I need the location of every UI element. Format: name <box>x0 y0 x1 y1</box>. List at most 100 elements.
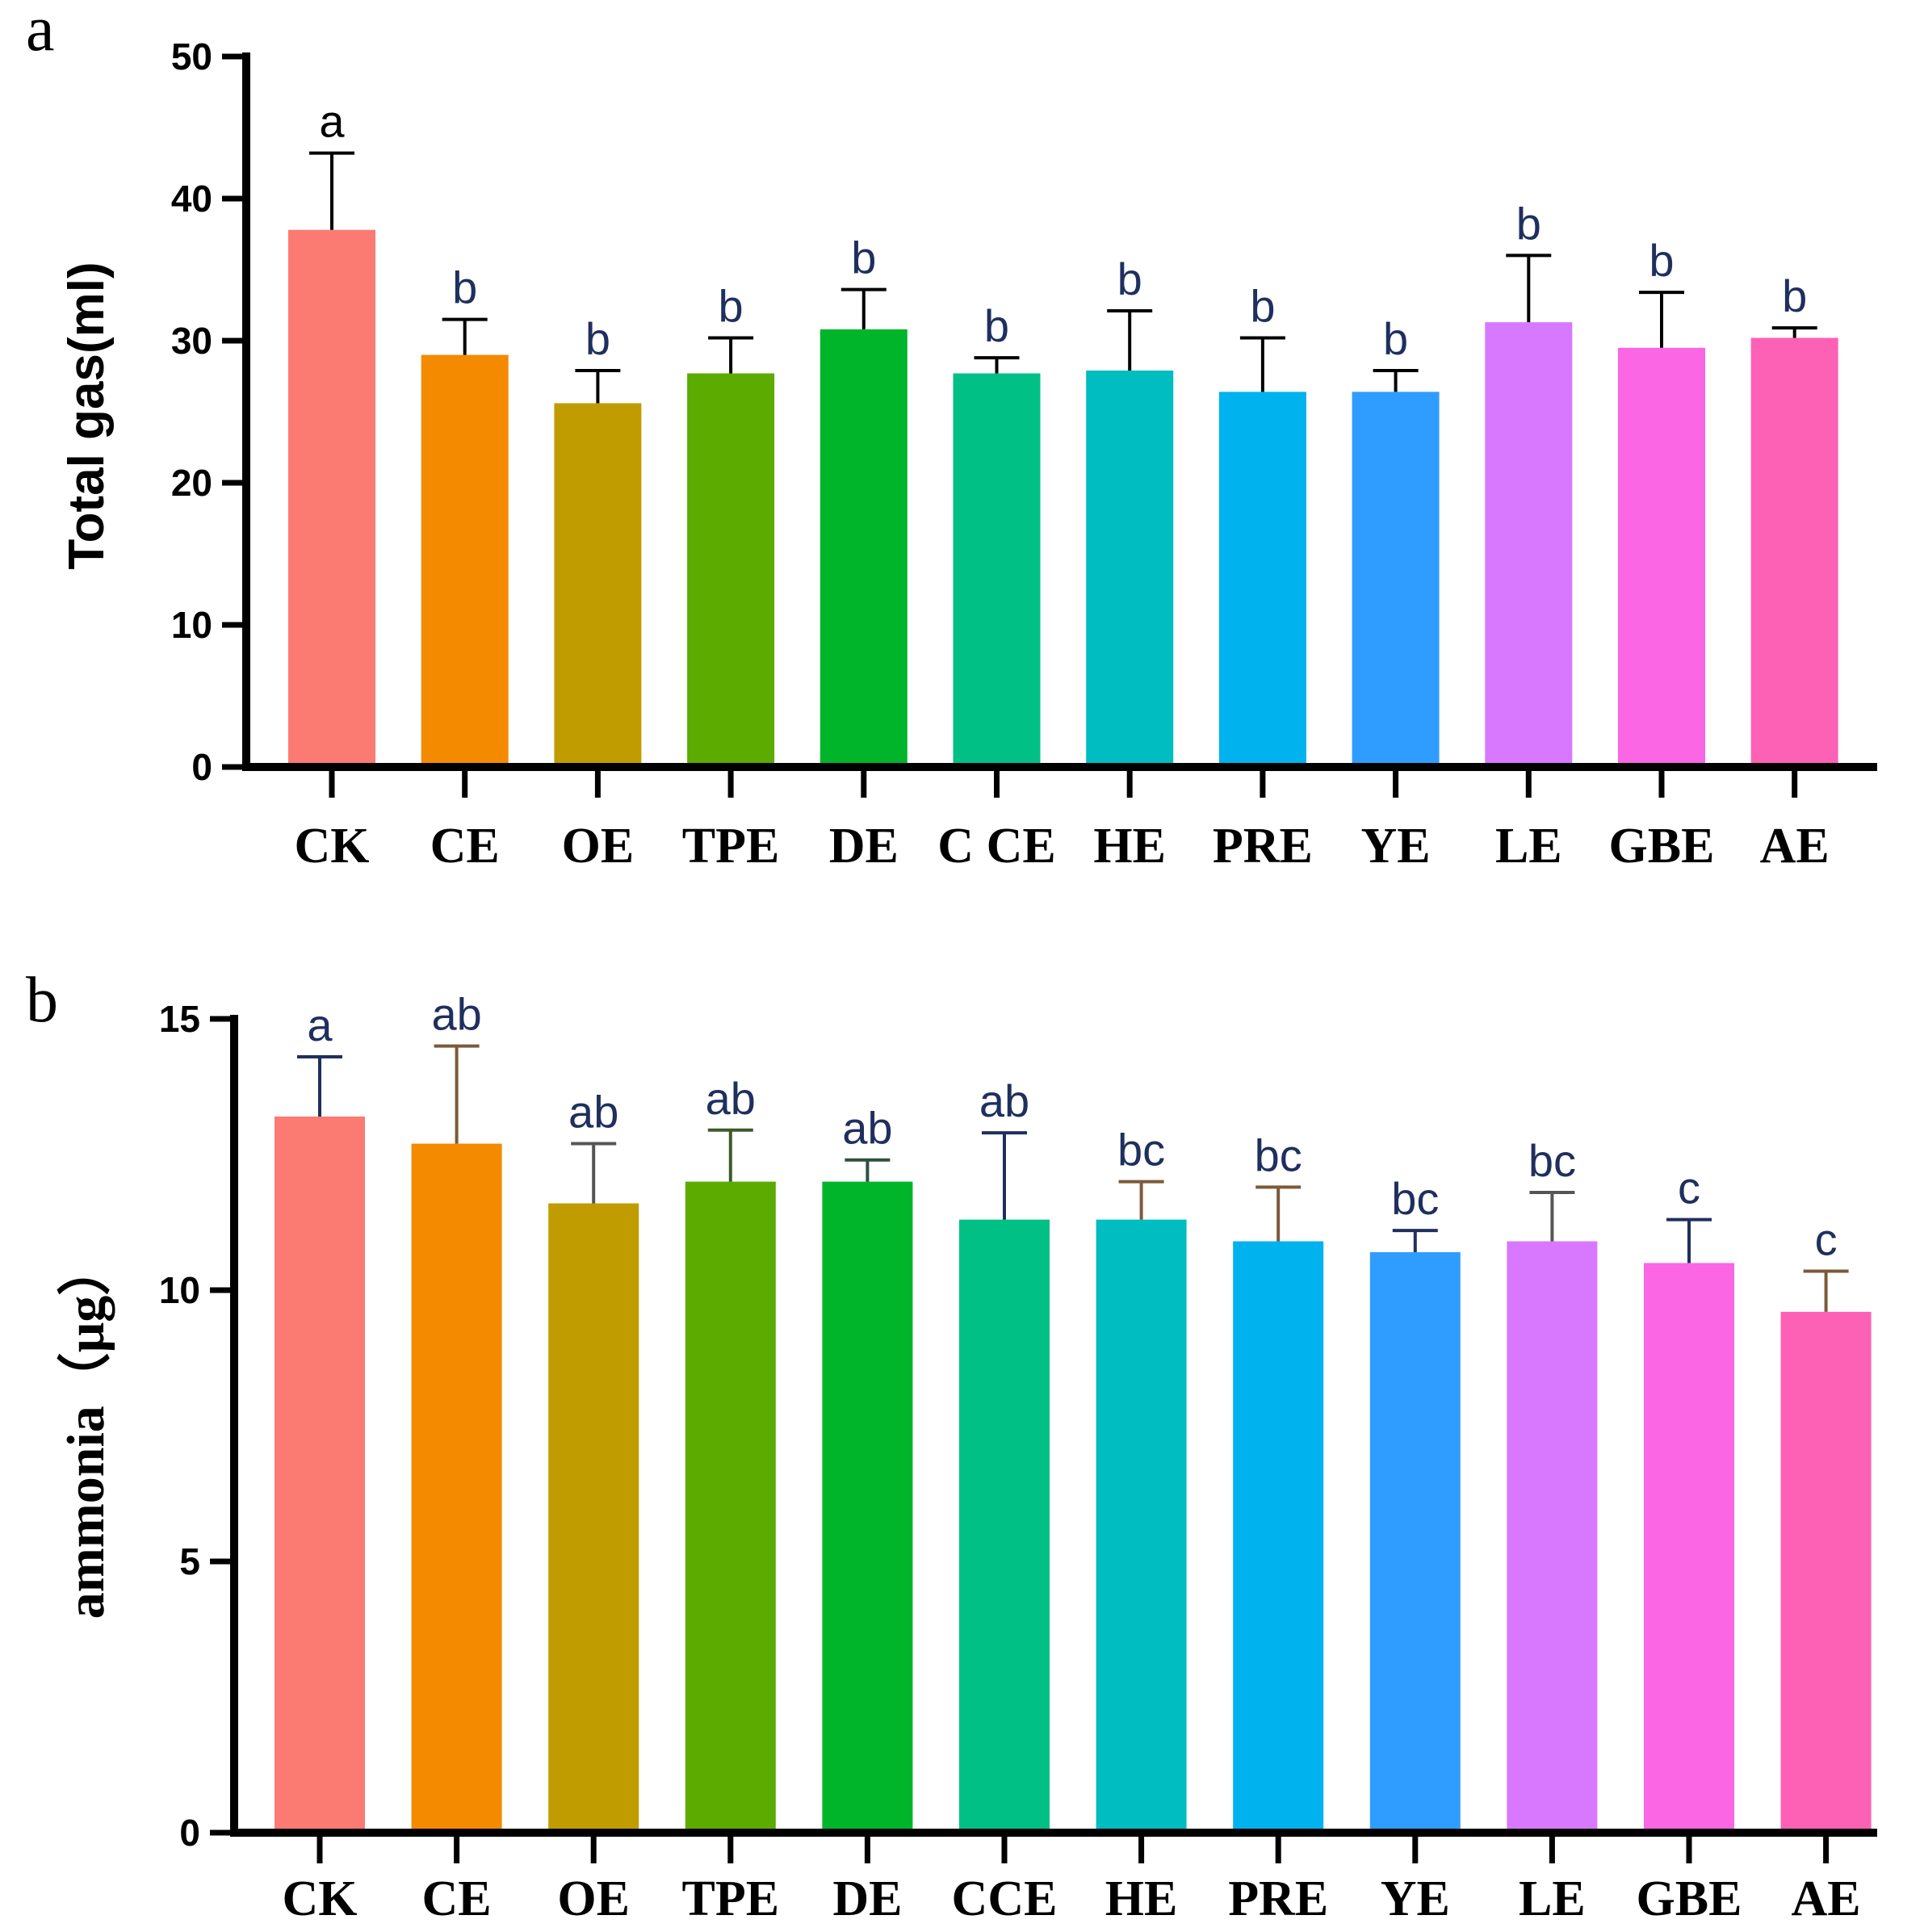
error-bar-le <box>1529 1191 1575 1242</box>
bar-oe <box>548 1203 639 1833</box>
significance-letter-ae: b <box>1782 270 1807 321</box>
x-tick-label-pre: PRE <box>1213 819 1313 874</box>
panel-b-y-axis-title: ammonia（μg） <box>56 1243 115 1619</box>
bar-he <box>1086 370 1174 767</box>
x-tick-label-ce: CE <box>430 819 500 874</box>
bar-ck <box>288 229 375 768</box>
significance-letter-he: b <box>1117 254 1142 304</box>
x-tick-label-ck: CK <box>295 819 370 874</box>
x-tick-label-ye: YE <box>1361 819 1431 874</box>
x-tick-label-gbe: GBE <box>1609 819 1715 874</box>
y-tick-label: 0 <box>191 746 212 788</box>
x-tick-label-ye: YE <box>1381 1871 1450 1926</box>
error-bar-ye <box>1373 368 1419 392</box>
error-bar-gbe <box>1639 291 1684 348</box>
significance-letter-ce: b <box>452 262 477 313</box>
significance-letter-oe: b <box>585 313 610 364</box>
significance-letter-gbe: b <box>1649 235 1674 286</box>
y-tick-label: 15 <box>159 998 200 1040</box>
significance-letter-pre: bc <box>1255 1129 1302 1180</box>
bar-pre <box>1218 392 1306 767</box>
x-tick-label-ae: AE <box>1760 819 1830 874</box>
x-tick-label-ck: CK <box>283 1871 358 1926</box>
bar-cce <box>953 373 1041 767</box>
error-bar-ck <box>297 1055 342 1117</box>
bar-cce <box>959 1219 1050 1833</box>
x-tick-label-oe: OE <box>557 1871 630 1926</box>
significance-letter-gbe: c <box>1678 1163 1700 1213</box>
significance-letter-le: b <box>1516 198 1541 249</box>
x-tick-label-cce: CCE <box>952 1871 1058 1926</box>
error-bar-he <box>1107 309 1153 371</box>
x-tick-label-he: HE <box>1093 819 1166 874</box>
x-tick-label-tpe: TPE <box>682 819 780 874</box>
error-bar-ck <box>309 151 354 230</box>
bar-gbe <box>1644 1263 1734 1833</box>
bar-gbe <box>1618 347 1705 767</box>
panel-b-label: b <box>26 965 58 1036</box>
bar-ce <box>421 354 509 767</box>
error-bar-cce <box>982 1131 1027 1220</box>
bar-ye <box>1369 1251 1461 1833</box>
x-tick-label-ce: CE <box>422 1871 492 1926</box>
error-bar-he <box>1118 1180 1164 1220</box>
bar-de <box>819 329 908 767</box>
bar-ce <box>411 1143 502 1833</box>
y-tick-label: 0 <box>179 1812 200 1854</box>
error-bar-le <box>1506 254 1552 323</box>
panel-a-y-axis-title: Total gas(ml) <box>59 262 115 569</box>
error-bar-tpe <box>707 1128 753 1182</box>
significance-letter-pre: b <box>1250 280 1275 331</box>
bar-tpe <box>685 1181 776 1833</box>
significance-letter-ae: c <box>1815 1213 1838 1264</box>
significance-letter-ck: a <box>319 96 345 147</box>
bar-ae <box>1750 337 1838 768</box>
x-tick-label-ae: AE <box>1792 1871 1861 1926</box>
significance-letter-cce: b <box>984 300 1009 351</box>
significance-letter-le: bc <box>1528 1135 1576 1186</box>
y-tick-label: 50 <box>171 36 212 78</box>
x-tick-label-de: DE <box>829 819 899 874</box>
panel-a-label: a <box>26 0 55 65</box>
y-tick-label: 40 <box>171 178 212 220</box>
y-tick-label: 20 <box>171 462 212 504</box>
error-bar-pre <box>1255 1185 1302 1242</box>
significance-letter-de: ab <box>842 1103 892 1154</box>
bar-le <box>1485 322 1573 767</box>
bar-de <box>822 1181 913 1833</box>
error-bar-ae <box>1803 1269 1849 1312</box>
significance-letter-ck: a <box>307 1000 333 1050</box>
x-tick-label-cce: C CE <box>937 819 1055 874</box>
error-bar-ye <box>1392 1229 1438 1252</box>
x-tick-label-oe: OE <box>562 819 635 874</box>
significance-letter-ye: b <box>1383 313 1408 364</box>
significance-letter-oe: ab <box>568 1087 618 1138</box>
significance-letter-he: bc <box>1117 1125 1165 1176</box>
error-bar-tpe <box>708 336 754 374</box>
x-tick-label-gbe: GBE <box>1637 1871 1742 1926</box>
bar-tpe <box>687 373 775 767</box>
bar-pre <box>1233 1241 1324 1833</box>
y-tick-label: 30 <box>171 320 212 362</box>
panel-b: b ammonia（μg） a ab ab ab ab ab bc bc bc bc c c 0 5 10 1… <box>26 965 1877 1926</box>
x-tick-label-tpe: TPE <box>682 1871 780 1926</box>
bar-ck <box>275 1116 365 1833</box>
x-tick-label-le: LE <box>1519 1871 1586 1926</box>
y-tick-label: 10 <box>159 1269 200 1311</box>
significance-letter-cce: ab <box>979 1075 1029 1126</box>
error-bar-oe <box>571 1142 617 1204</box>
error-bar-oe <box>575 368 621 404</box>
error-bar-gbe <box>1666 1217 1712 1264</box>
error-bar-de <box>845 1158 891 1182</box>
error-bar-ae <box>1771 326 1817 338</box>
significance-letter-tpe: b <box>719 280 744 331</box>
bar-ae <box>1780 1311 1872 1833</box>
panel-a-plot-area: a b b b b b b b b b b b 0 10 20 30 40 50 CK CE OE TPE DE C CE HE… <box>171 36 1877 874</box>
error-bar-ce <box>434 1044 480 1144</box>
x-tick-label-le: LE <box>1495 819 1562 874</box>
significance-letter-ye: bc <box>1391 1173 1439 1224</box>
significance-letter-ce: ab <box>431 989 481 1040</box>
error-bar-pre <box>1239 336 1285 392</box>
x-tick-label-de: DE <box>832 1871 902 1926</box>
